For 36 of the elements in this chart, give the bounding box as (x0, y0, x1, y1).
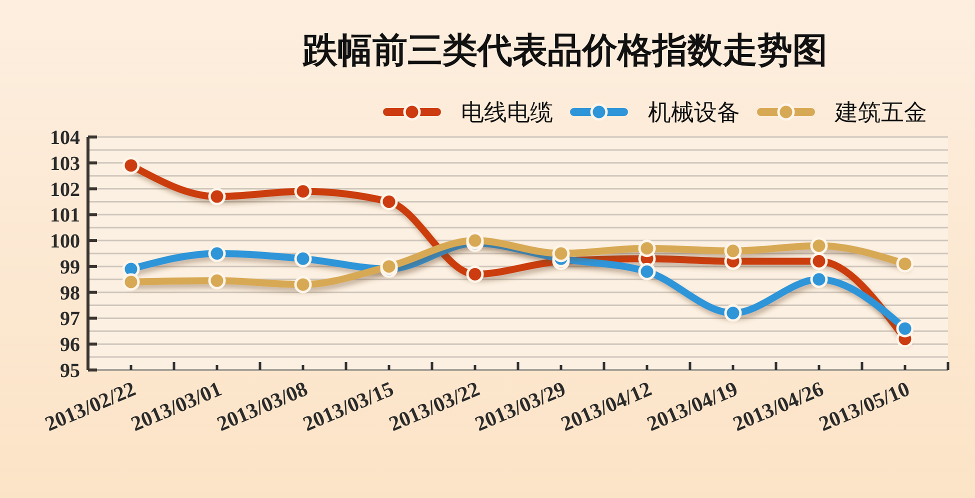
point (208, 244, 226, 262)
y-tick-label: 101 (50, 204, 80, 227)
y-tick-label: 98 (60, 282, 80, 304)
point (122, 156, 140, 174)
point (294, 182, 312, 200)
y-tick-label: 95 (60, 360, 80, 382)
point (724, 242, 742, 260)
y-tick-label: 103 (50, 152, 80, 175)
point (466, 265, 484, 283)
point (810, 252, 828, 270)
chart-title: 跌幅前三类代表品价格指数走势图 (302, 31, 828, 70)
point (294, 250, 312, 268)
point (638, 240, 656, 258)
point (810, 270, 828, 288)
point (380, 258, 398, 276)
y-tick-label: 97 (60, 308, 80, 330)
point (638, 262, 656, 280)
point (380, 192, 398, 210)
point (552, 244, 570, 262)
y-tick-label: 100 (50, 230, 80, 253)
point (122, 273, 140, 291)
point (810, 236, 828, 254)
y-tick-label: 96 (60, 334, 80, 356)
legend-label: 电线电缆 (461, 100, 553, 126)
point (896, 255, 914, 273)
point (208, 272, 226, 290)
point (294, 276, 312, 294)
y-tick-label: 104 (50, 127, 80, 149)
y-tick-label: 99 (60, 256, 80, 278)
point (466, 232, 484, 250)
legend-label: 建筑五金 (834, 100, 927, 126)
legend-label: 机械设备 (648, 100, 740, 126)
point (896, 320, 914, 338)
point (724, 304, 742, 322)
point (208, 188, 226, 206)
y-tick-label: 102 (50, 178, 80, 201)
